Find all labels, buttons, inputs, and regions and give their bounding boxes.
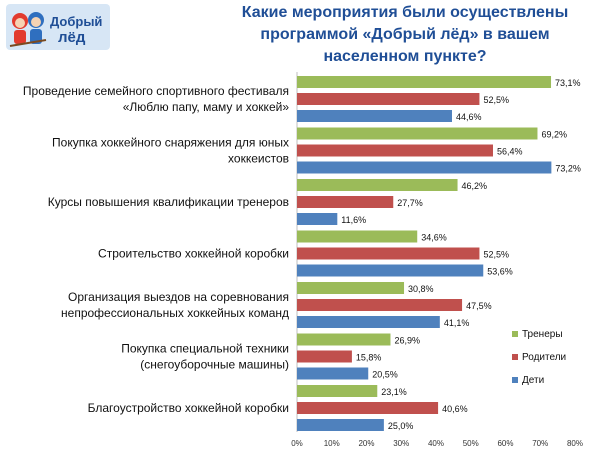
data-label: 44,6% [456, 112, 482, 122]
x-tick-label: 40% [428, 439, 444, 448]
bar-parents [297, 247, 480, 260]
bar-trainers [297, 76, 552, 88]
data-label: 52,5% [483, 95, 509, 105]
chart-title-line: населенном пункте? [323, 48, 487, 65]
chart-title: Какие мероприятия были осуществлены прог… [215, 2, 595, 68]
data-label: 26,9% [394, 336, 420, 346]
bar-trainers [297, 179, 458, 191]
x-tick-label: 10% [324, 439, 340, 448]
category-label: (снегоуборочные машины) [140, 358, 289, 372]
data-label: 46,2% [462, 181, 488, 191]
category-label: Строительство хоккейной коробки [98, 247, 289, 261]
data-label: 41,1% [444, 318, 470, 328]
bar-parents [297, 93, 480, 105]
bar-parents [297, 196, 394, 208]
data-label: 73,2% [555, 164, 581, 174]
data-label: 11,6% [341, 215, 366, 225]
bar-children [297, 419, 384, 431]
legend-swatch [512, 354, 518, 360]
data-label: 52,5% [483, 250, 509, 260]
bar-children [297, 316, 440, 328]
data-label: 34,6% [421, 233, 447, 243]
data-label: 27,7% [397, 198, 423, 208]
chart-title-line: программой «Добрый лёд» в вашем [260, 26, 550, 43]
x-tick-label: 80% [567, 439, 583, 448]
legend-label: Тренеры [522, 329, 563, 340]
legend-swatch [512, 377, 518, 383]
category-label: Благоустройство хоккейной коробки [88, 401, 289, 415]
category-label: Проведение семейного спортивного фестива… [23, 84, 289, 98]
bar-parents [297, 144, 493, 157]
category-label: Курсы повышения квалификации тренеров [48, 195, 289, 209]
legend-swatch [512, 331, 518, 337]
bar-trainers [297, 230, 418, 243]
x-tick-label: 0% [291, 439, 303, 448]
data-label: 69,2% [541, 130, 567, 140]
data-label: 73,1% [555, 78, 581, 88]
bar-trainers [297, 385, 378, 397]
category-label: Организация выездов на соревнования [68, 290, 289, 304]
logo-line2: лёд [58, 29, 86, 46]
kids-illustration [9, 12, 47, 47]
bar-trainers [297, 333, 391, 346]
category-label: Покупка хоккейного снаряжения для юных [52, 136, 289, 150]
x-tick-label: 20% [358, 439, 374, 448]
legend-label: Дети [522, 375, 544, 386]
bar-children [297, 264, 484, 277]
bar-trainers [297, 127, 538, 140]
category-label: Покупка специальной техники [121, 342, 289, 356]
data-label: 30,8% [408, 284, 434, 294]
chart-title-line: Какие мероприятия были осуществлены [241, 4, 569, 21]
category-label: «Люблю папу, маму и хоккей» [123, 100, 290, 114]
bar-children [297, 161, 552, 174]
bar-parents [297, 350, 352, 363]
data-label: 53,6% [487, 267, 513, 277]
data-label: 23,1% [381, 387, 407, 397]
legend-label: Родители [522, 352, 566, 363]
bar-children [297, 110, 452, 122]
category-label: непрофессиональных хоккейных команд [61, 306, 289, 320]
data-label: 15,8% [356, 353, 382, 363]
bar-trainers [297, 282, 405, 294]
x-tick-label: 30% [393, 439, 409, 448]
x-tick-label: 50% [463, 439, 479, 448]
data-label: 56,4% [497, 147, 523, 157]
data-label: 20,5% [372, 370, 398, 380]
logo-line1: Добрый [50, 14, 102, 29]
data-label: 47,5% [466, 301, 492, 311]
bar-children [297, 367, 369, 380]
data-label: 25,0% [388, 421, 414, 431]
category-label: хоккеистов [228, 152, 289, 166]
bar-children [297, 213, 338, 225]
bar-parents [297, 299, 463, 311]
x-tick-label: 60% [497, 439, 513, 448]
bar-parents [297, 402, 439, 414]
dobry-led-logo: Добрый лёд [6, 4, 110, 50]
data-label: 40,6% [442, 404, 468, 414]
x-tick-label: 70% [532, 439, 548, 448]
